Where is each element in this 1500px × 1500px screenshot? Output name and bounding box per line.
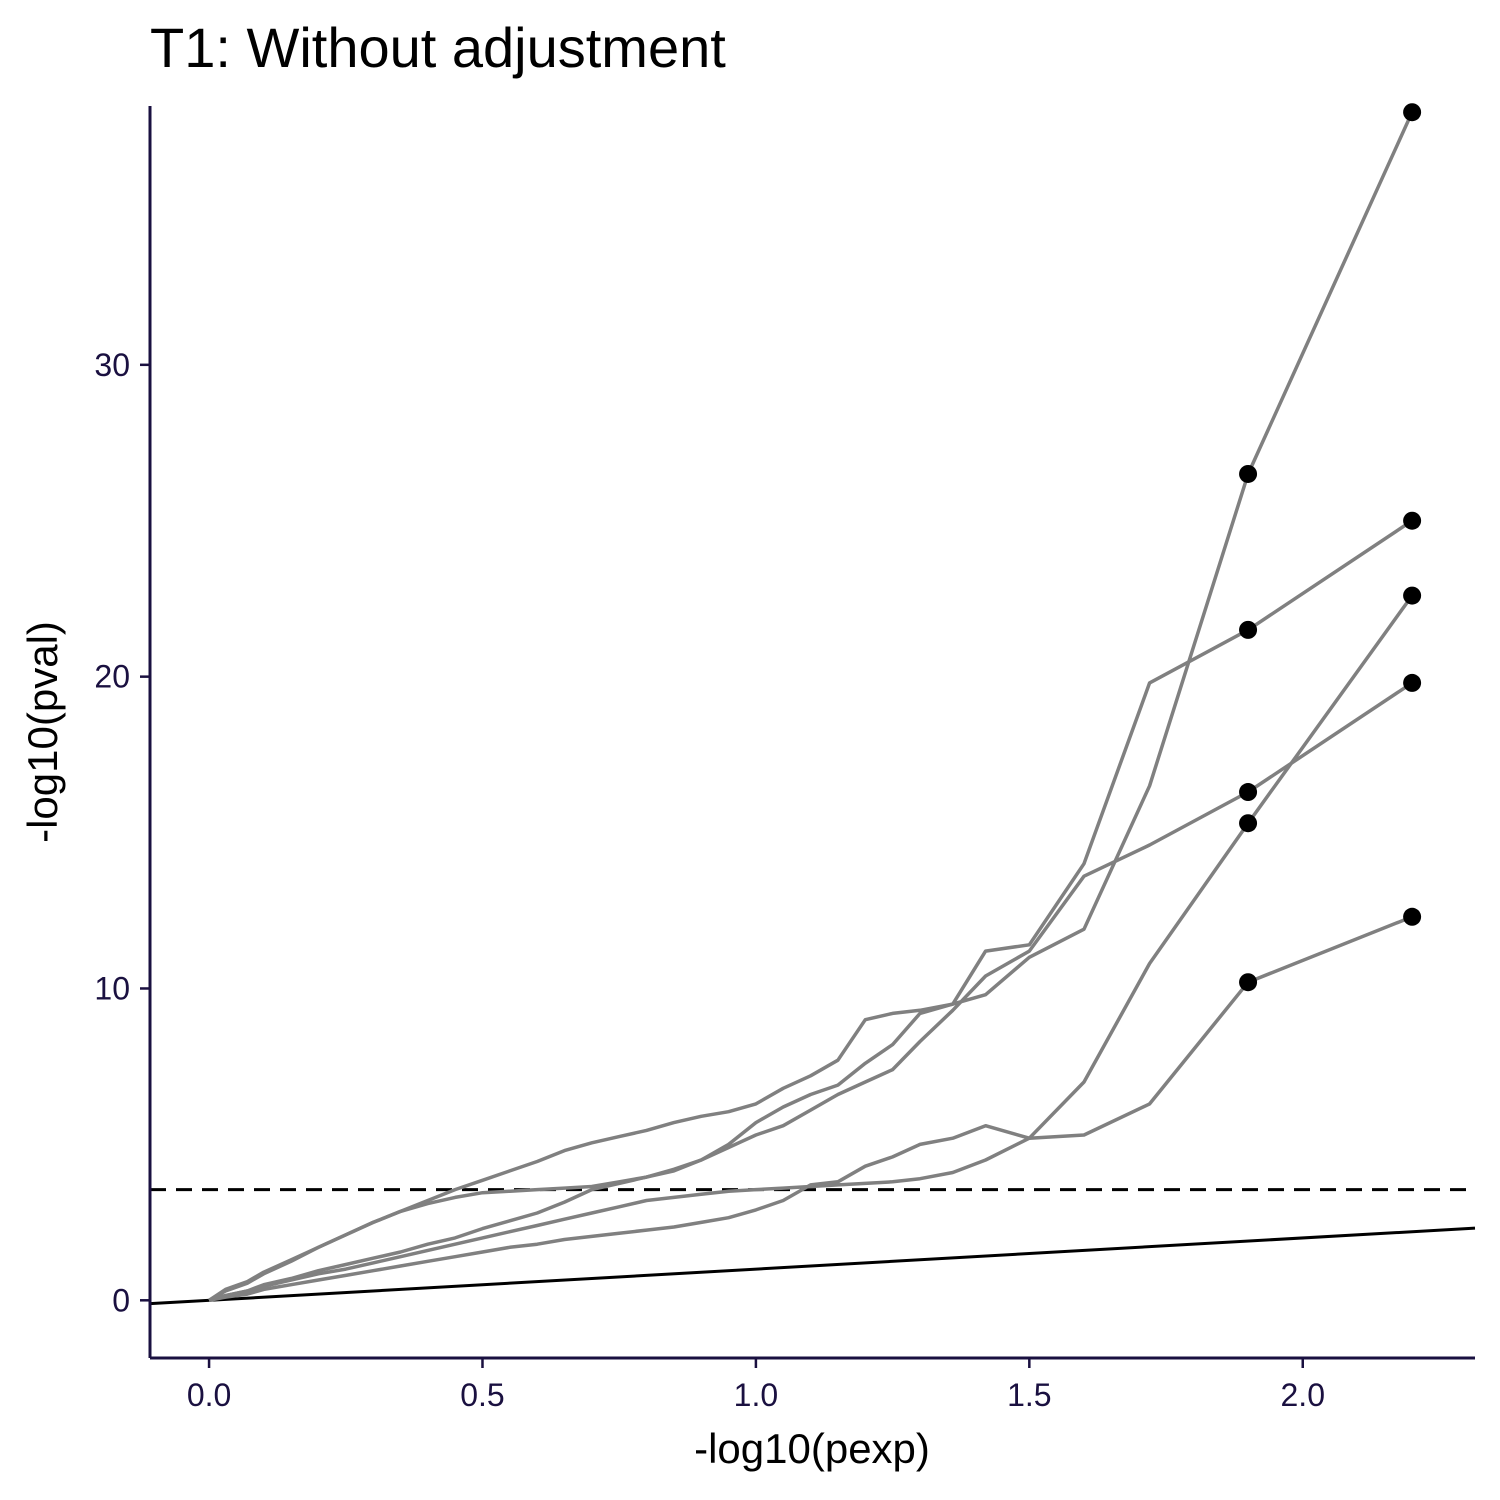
y-tick-label: 0 — [112, 1282, 130, 1318]
x-axis-ticks: 0.0 0.5 1.0 1.5 2.0 — [187, 1358, 1325, 1413]
chart-title: T1: Without adjustment — [150, 16, 726, 79]
x-tick-label: 0.5 — [460, 1377, 504, 1413]
reference-diagonal-line — [149, 1226, 1476, 1306]
x-tick-label: 2.0 — [1281, 1377, 1325, 1413]
y-axis-ticks: 0 10 20 30 — [94, 347, 150, 1318]
series-4-point — [1239, 620, 1258, 639]
series-3-point — [1403, 103, 1422, 122]
series-5-point — [1403, 673, 1422, 692]
series-line-4 — [208, 519, 1414, 1302]
series-line-2 — [208, 915, 1413, 1303]
series-4-point — [1403, 511, 1422, 530]
series-1-point — [1403, 586, 1422, 605]
series-1-point — [1239, 814, 1258, 833]
x-axis-title: -log10(pexp) — [694, 1425, 930, 1472]
series-2-point — [1239, 973, 1258, 992]
y-tick-label: 20 — [94, 659, 130, 695]
x-tick-label: 1.0 — [734, 1377, 778, 1413]
series-line-1 — [208, 594, 1414, 1302]
y-axis-title: -log10(pval) — [19, 621, 66, 843]
x-tick-label: 1.5 — [1007, 1377, 1051, 1413]
plot-points — [1239, 103, 1422, 992]
plot-lines — [149, 111, 1476, 1306]
series-2-point — [1403, 907, 1422, 926]
y-tick-label: 30 — [94, 347, 130, 383]
y-tick-label: 10 — [94, 970, 130, 1006]
series-3-point — [1239, 464, 1258, 483]
x-tick-label: 0.0 — [187, 1377, 231, 1413]
series-line-3 — [208, 111, 1414, 1302]
series-5-point — [1239, 783, 1258, 802]
series-line-5 — [208, 681, 1414, 1302]
